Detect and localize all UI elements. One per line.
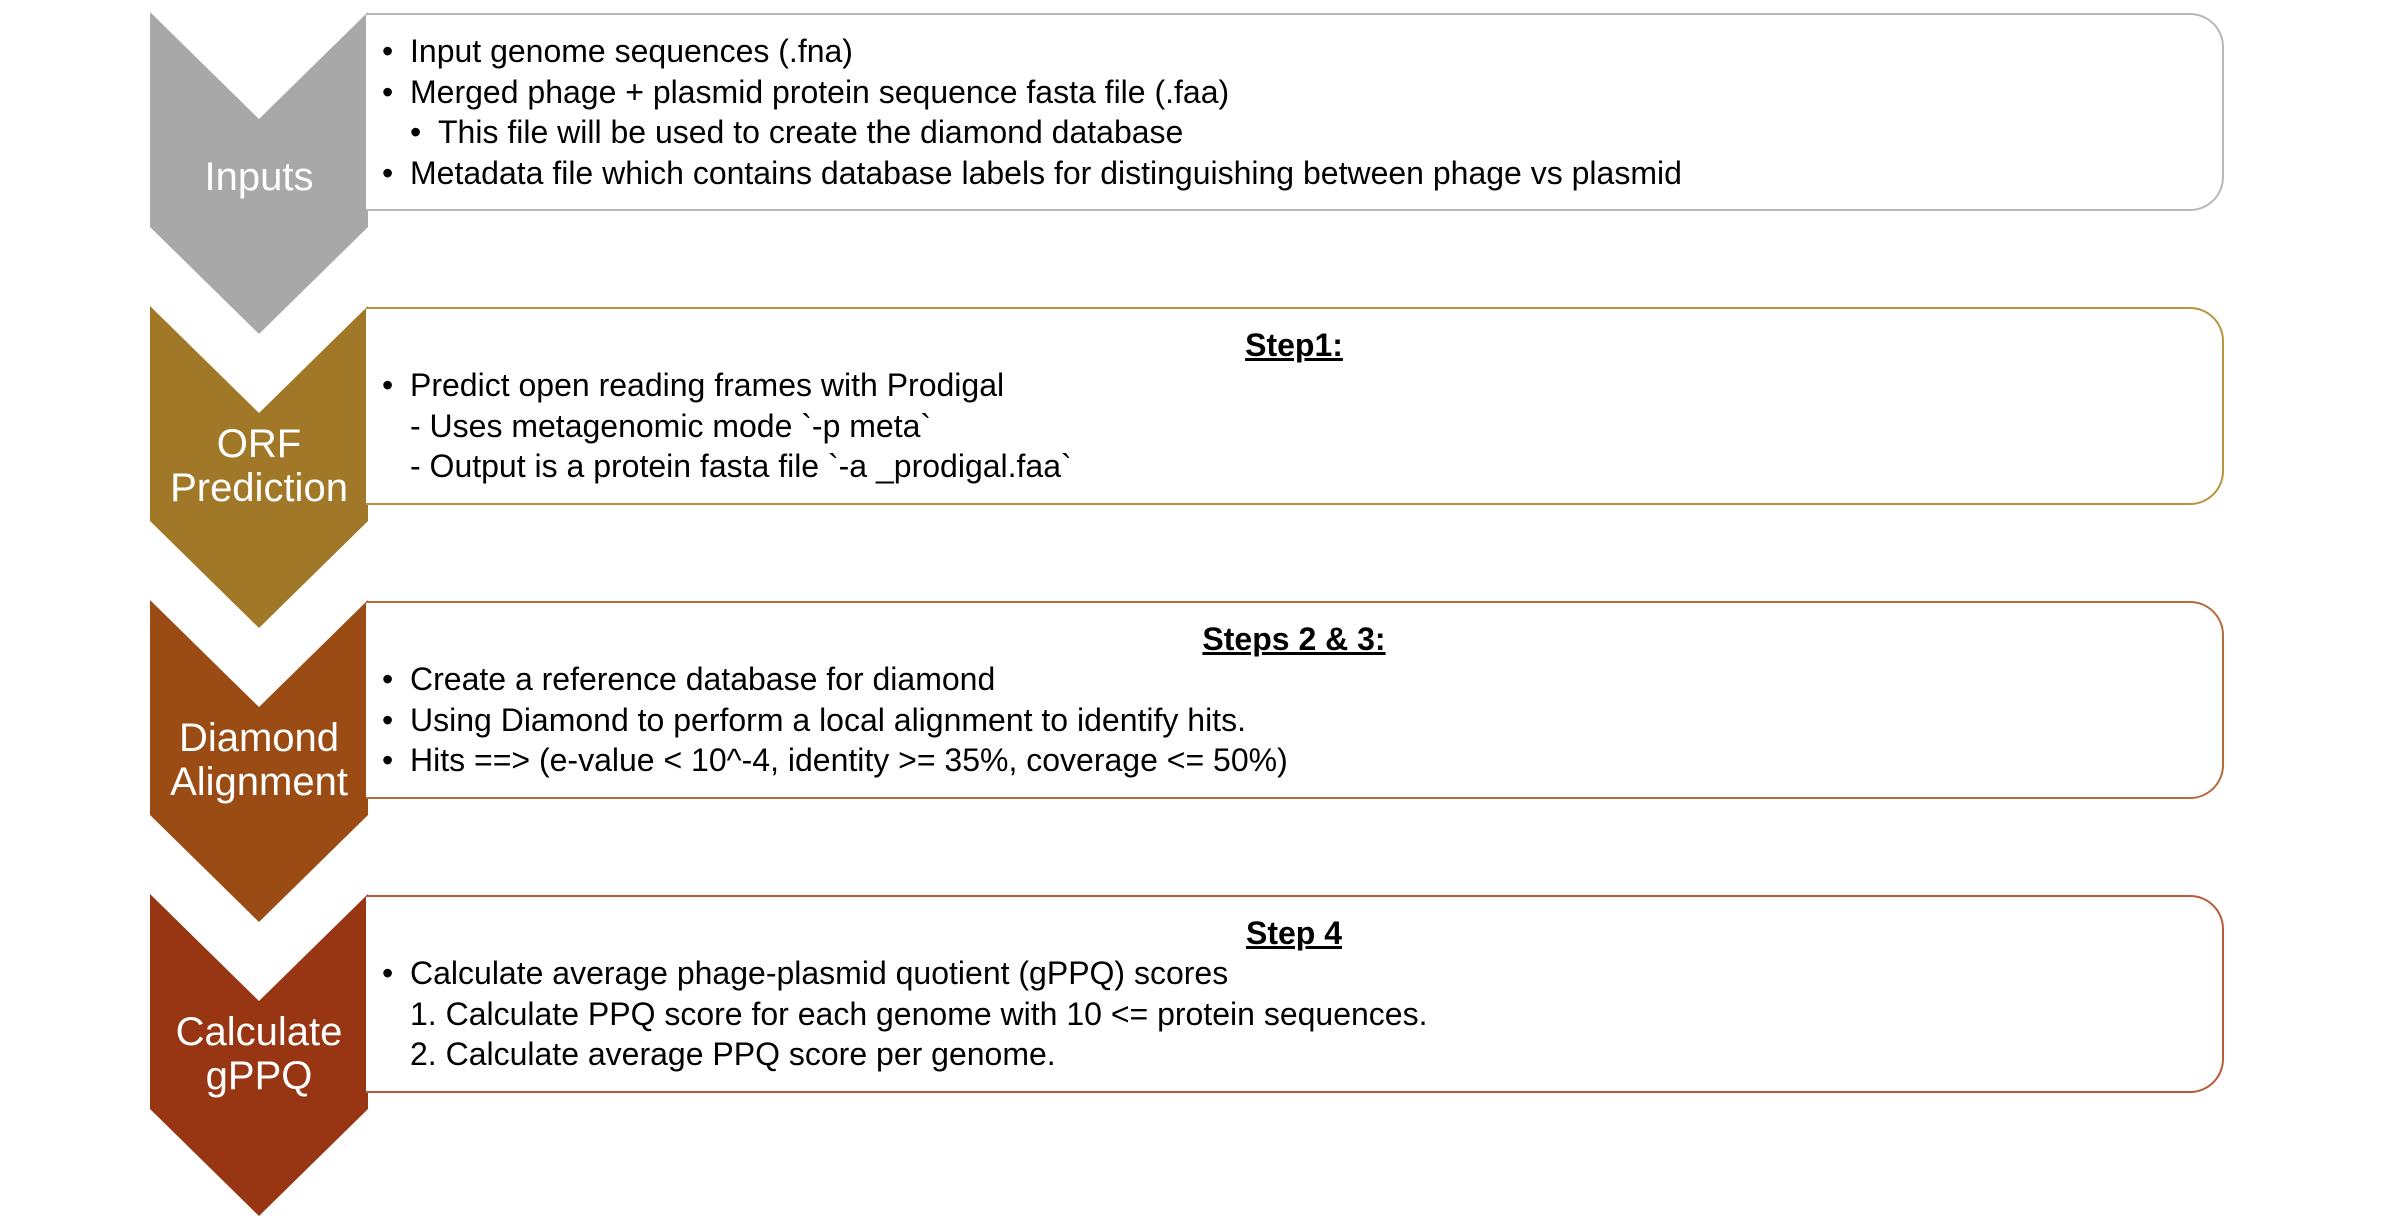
bullet-marker: • — [382, 367, 394, 403]
list-item-text: Predict open reading frames with Prodiga… — [410, 367, 1005, 403]
chevron-calculate-gppq: Calculate gPPQ — [150, 894, 368, 1216]
list-item: • Calculate average phage-plasmid quotien… — [382, 953, 2202, 994]
chevron-orf-prediction: ORF Prediction — [150, 306, 368, 628]
bullet-marker: • — [382, 33, 394, 69]
bullet-marker: • — [382, 661, 394, 697]
list-item-text: Input genome sequences (.fna) — [410, 33, 853, 69]
stage-label-line: gPPQ — [205, 1054, 313, 1098]
list-item: 1. Calculate PPQ score for each genome w… — [382, 994, 2202, 1035]
list-item-text: 2. Calculate average PPQ score per genom… — [410, 1036, 1056, 1072]
stage-box-orf-prediction: Step1: • Predict open reading frames with… — [366, 307, 2224, 505]
list-item: • Hits ==> (e-value < 10^-4, identity >= … — [382, 740, 2202, 781]
stage-label-line: Calculate — [175, 1010, 343, 1054]
step-heading: Step 4 — [1245, 915, 1343, 951]
chevron-inputs: Inputs — [150, 12, 368, 334]
stage-lines: • Input genome sequences (.fna) • Merged p… — [382, 31, 2202, 193]
list-item-text: 1. Calculate PPQ score for each genome w… — [410, 995, 1428, 1032]
stage-lines: • Predict open reading frames with Prodig… — [382, 365, 2202, 487]
stage-label-line: Diamond — [178, 716, 340, 760]
list-item: • Predict open reading frames with Prodig… — [382, 365, 2202, 406]
step-heading: Steps 2 & 3: — [1202, 621, 1386, 657]
stage-label-inputs: Inputs — [150, 122, 368, 232]
list-item-text: Metadata file which contains database la… — [410, 154, 1682, 191]
list-item-text: - Output is a protein fasta file `-a _pr… — [410, 448, 1072, 484]
chevron-shape-orf — [150, 306, 368, 628]
list-item-text: - Uses metagenomic mode `-p meta` — [410, 407, 932, 444]
list-item: • Metadata file which contains database l… — [382, 153, 2202, 194]
chevron-shape-diamond — [150, 600, 368, 922]
stage-label-line: Prediction — [170, 466, 348, 510]
list-item: - Output is a protein fasta file `-a _pr… — [382, 446, 2202, 487]
list-item-text: Create a reference database for diamond — [410, 661, 996, 697]
list-item: • Input genome sequences (.fna) — [382, 31, 2202, 72]
bullet-marker: • — [382, 154, 394, 191]
list-item: 2. Calculate average PPQ score per genom… — [382, 1034, 2202, 1075]
list-item: - Uses metagenomic mode `-p meta` — [382, 406, 2202, 447]
list-item: • This file will be used to create the di… — [382, 112, 2202, 153]
stage-box-calculate-gppq: Step 4 • Calculate average phage-plasmid … — [366, 895, 2224, 1093]
stage-box-diamond-alignment: Steps 2 & 3: • Create a reference databas… — [366, 601, 2224, 799]
list-item-text: Calculate average phage-plasmid quotient… — [410, 955, 1229, 991]
list-item: • Merged phage + plasmid protein sequence… — [382, 72, 2202, 113]
bullet-marker: • — [410, 114, 422, 150]
stage-box-inputs: • Input genome sequences (.fna) • Merged p… — [366, 13, 2224, 211]
list-item-text: Using Diamond to perform a local alignme… — [410, 701, 1246, 738]
stage-label-orf: ORF Prediction — [150, 406, 368, 526]
stage-label-line: Alignment — [170, 760, 348, 804]
chevron-diamond-alignment: Diamond Alignment — [150, 600, 368, 922]
stage-label-line: ORF — [216, 422, 302, 466]
list-item-text: Merged phage + plasmid protein sequence … — [410, 73, 1230, 110]
bullet-marker: • — [382, 73, 394, 110]
list-item-text: Hits ==> (e-value < 10^-4, identity >= 3… — [410, 742, 1288, 778]
list-item: • Using Diamond to perform a local alignm… — [382, 700, 2202, 741]
bullet-marker: • — [382, 701, 394, 738]
chevron-shape-gppq — [150, 894, 368, 1216]
stage-label-diamond: Diamond Alignment — [150, 700, 368, 820]
stage-label-line: Inputs — [204, 155, 314, 199]
stage-lines: • Create a reference database for diamond… — [382, 659, 2202, 781]
chevron-shape-inputs — [150, 12, 368, 334]
bullet-marker: • — [382, 955, 394, 991]
list-item: • Create a reference database for diamond — [382, 659, 2202, 700]
stage-label-gppq: Calculate gPPQ — [150, 994, 368, 1114]
list-item-text: This file will be used to create the dia… — [438, 114, 1184, 150]
step-heading: Step1: — [1245, 327, 1343, 363]
stage-lines: • Calculate average phage-plasmid quotien… — [382, 953, 2202, 1075]
bullet-marker: • — [382, 742, 394, 778]
